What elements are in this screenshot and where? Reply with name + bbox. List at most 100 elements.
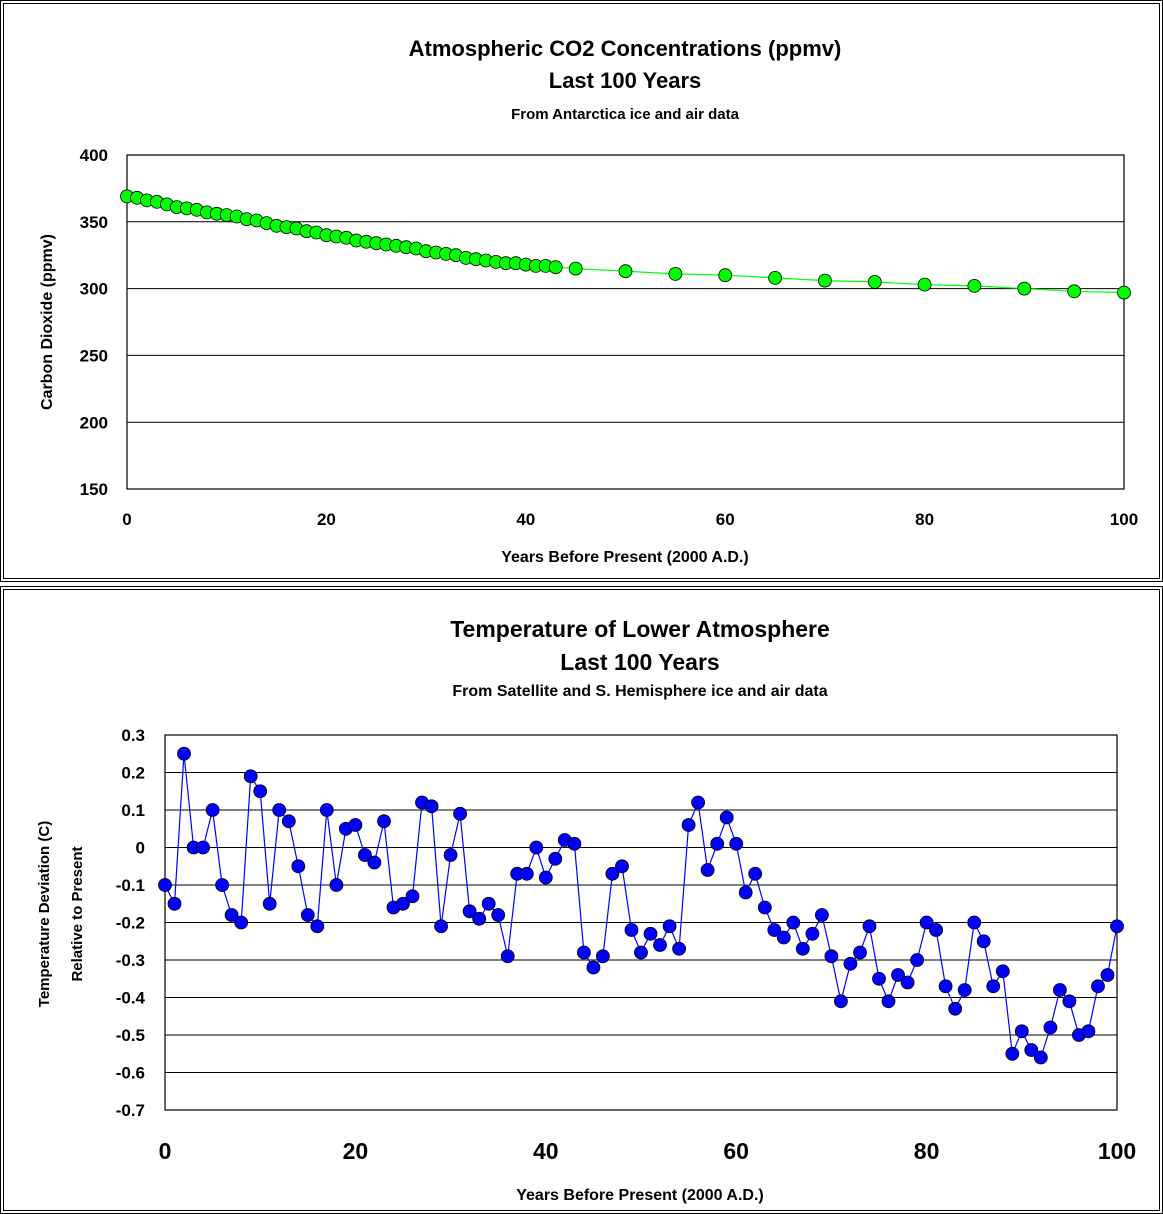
y-tick-label: -0.7 (116, 1101, 145, 1120)
data-point (215, 878, 230, 892)
plot-border (126, 154, 1125, 490)
y-tick-label: 250 (80, 347, 108, 366)
data-point (1100, 968, 1115, 982)
data-point (491, 908, 506, 922)
data-point (891, 968, 905, 982)
data-point (718, 268, 733, 283)
data-point (453, 806, 468, 821)
x-tick-label: 100 (1098, 1138, 1136, 1164)
data-point (1014, 1024, 1029, 1039)
data-point (377, 814, 391, 829)
data-point (519, 866, 534, 881)
data-point (253, 784, 268, 799)
x-tick-label: 40 (516, 510, 535, 529)
panel-border-inner (3, 589, 1160, 1211)
data-point (881, 994, 896, 1009)
data-point (862, 919, 877, 934)
data-point (405, 889, 420, 904)
data-point (929, 923, 943, 937)
co2-chart: Atmospheric CO2 Concentrations (ppmv) La… (39, 36, 1138, 566)
x-axis-label: Years Before Present (2000 A.D.) (516, 1187, 764, 1204)
data-point (472, 911, 487, 926)
data-point (1110, 919, 1124, 934)
y-tick-label: -0.2 (116, 914, 145, 933)
data-point (767, 923, 782, 937)
data-point (529, 840, 544, 855)
data-point (900, 975, 915, 990)
panel-border-inner (3, 3, 1160, 579)
y-tick-label: -0.3 (116, 951, 145, 970)
data-point (938, 979, 953, 994)
data-point (243, 769, 258, 784)
data-point (910, 953, 924, 967)
data-point (618, 264, 633, 279)
data-point (262, 896, 277, 911)
data-point (196, 840, 211, 855)
data-point (1067, 284, 1082, 299)
data-point (596, 949, 610, 964)
plot-area (127, 155, 1124, 489)
data-point (853, 945, 867, 960)
data-point (462, 904, 477, 919)
data-point (1033, 1050, 1048, 1065)
data-point (548, 260, 563, 275)
x-axis-label: Years Before Present (2000 A.D.) (501, 549, 749, 566)
data-point (634, 945, 648, 960)
x-tick-label: 40 (533, 1138, 559, 1164)
data-point (1091, 979, 1105, 994)
data-point (615, 859, 629, 874)
data-point (795, 941, 810, 956)
data-point (748, 866, 763, 881)
data-point (367, 855, 382, 870)
data-point (729, 836, 744, 851)
data-point (567, 836, 582, 851)
data-point (986, 979, 1001, 994)
data-point (643, 926, 658, 941)
data-point (310, 919, 325, 934)
data-point (348, 818, 363, 832)
data-point (768, 270, 782, 285)
data-point (1043, 1020, 1058, 1035)
data-point (967, 278, 982, 293)
y-tick-label: 400 (80, 146, 108, 165)
data-point (738, 885, 753, 900)
chart-subtitle: Last 100 Years (549, 68, 702, 93)
data-point (434, 919, 449, 934)
data-point (1081, 1024, 1096, 1039)
data-point (329, 878, 344, 892)
data-point (281, 814, 296, 829)
y-tick-label: 0 (136, 839, 145, 858)
y-tick-label: 0.3 (121, 726, 145, 745)
data-point (158, 878, 172, 892)
data-point (568, 261, 583, 276)
data-point (917, 277, 932, 292)
y-tick-label: -0.4 (116, 989, 146, 1008)
data-point (700, 863, 715, 877)
data-point (224, 908, 239, 922)
data-point (818, 273, 832, 288)
data-point (300, 908, 315, 922)
data-point (586, 960, 601, 975)
co2-chart-panel: Atmospheric CO2 Concentrations (ppmv) La… (0, 0, 1163, 582)
x-tick-label: 100 (1110, 510, 1138, 529)
data-point (805, 926, 820, 941)
data-point (668, 266, 683, 281)
y-tick-label: 350 (80, 213, 108, 232)
temperature-chart: Temperature of Lower Atmosphere Last 100… (36, 616, 1136, 1204)
chart-note: From Antarctica ice and air data (511, 106, 740, 123)
data-point (167, 896, 182, 911)
y-tick-label: 0.2 (121, 764, 145, 783)
data-point (319, 803, 334, 817)
data-point (1053, 983, 1067, 997)
data-point (976, 934, 991, 949)
data-point (843, 956, 858, 971)
x-tick-label: 20 (343, 1138, 369, 1164)
chart-note: From Satellite and S. Hemisphere ice and… (452, 683, 827, 700)
data-point (662, 919, 677, 934)
data-point (919, 915, 934, 930)
data-point (177, 746, 191, 761)
x-tick-label: 60 (716, 510, 735, 529)
data-point (776, 930, 791, 945)
x-tick-label: 80 (914, 1138, 940, 1164)
data-point (396, 896, 410, 911)
